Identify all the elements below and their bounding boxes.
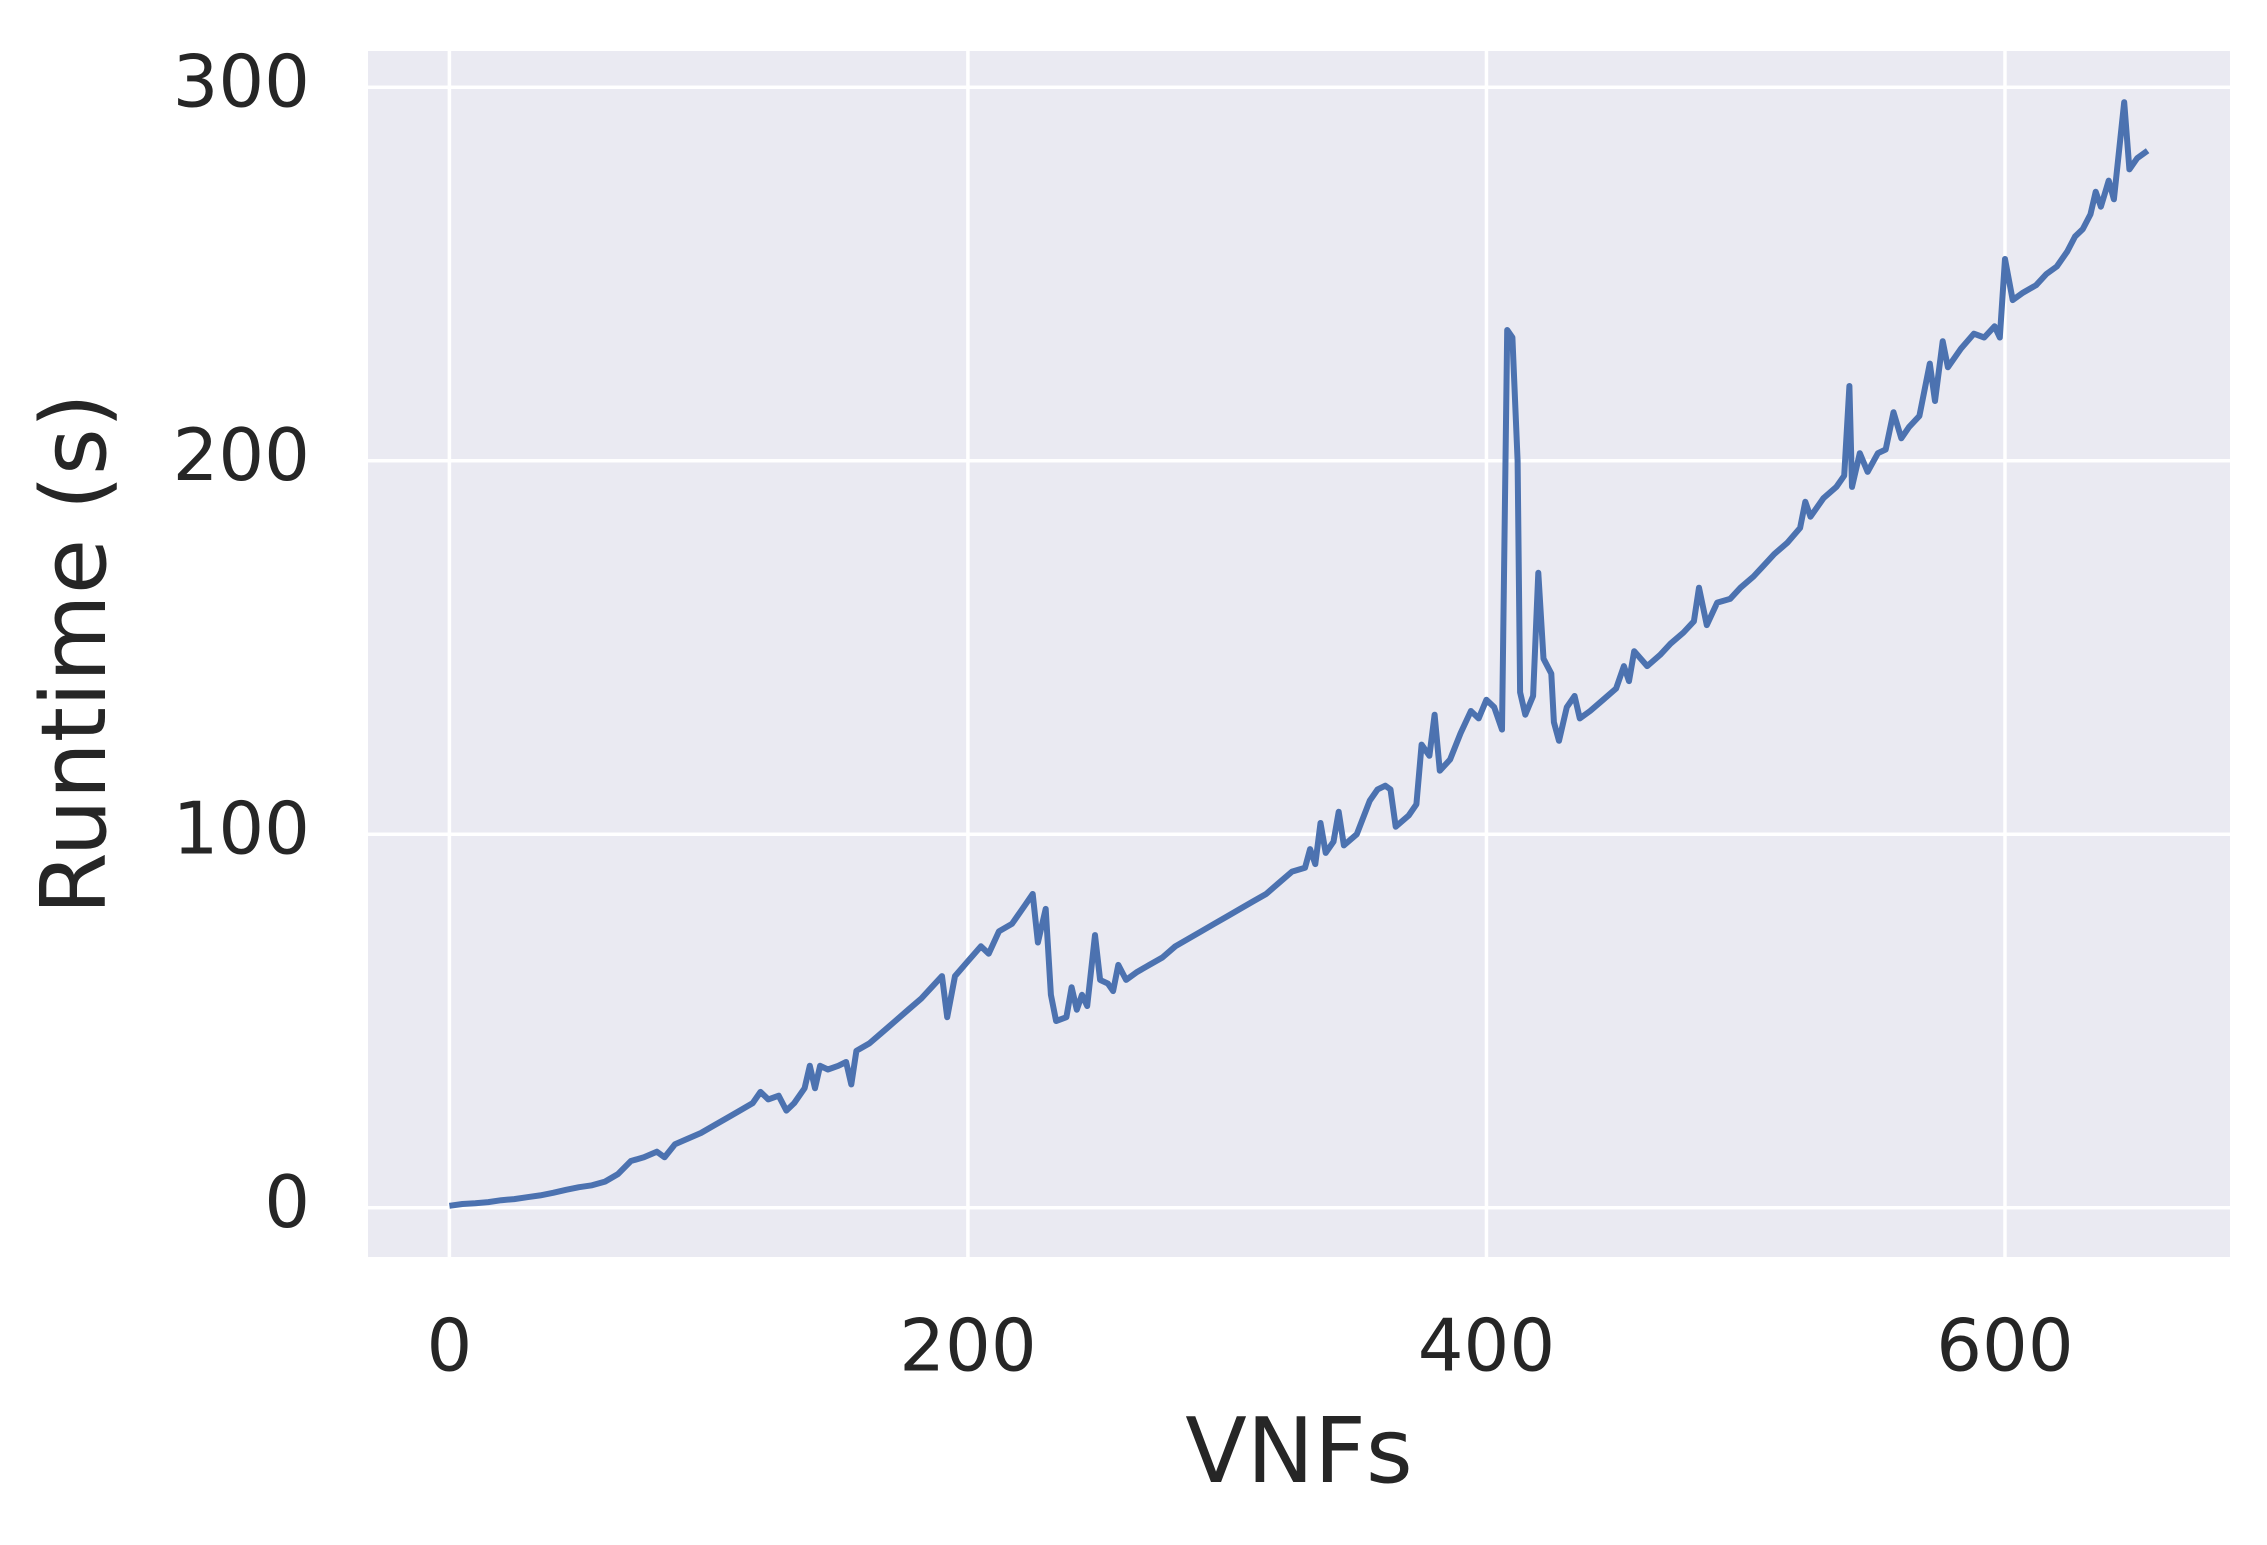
y-tick-label: 300	[173, 40, 310, 124]
x-tick-label: 600	[1936, 1304, 2073, 1388]
y-tick-label: 0	[264, 1160, 310, 1244]
y-tick-label: 100	[173, 787, 310, 871]
x-axis-label: VNFs	[1185, 1399, 1413, 1504]
line	[448, 99, 2150, 1209]
x-tick-label: 0	[427, 1304, 473, 1388]
x-tick-label: 400	[1418, 1304, 1555, 1388]
plot-area	[368, 51, 2230, 1257]
x-tick-label: 200	[899, 1304, 1036, 1388]
y-tick-label: 200	[173, 413, 310, 497]
y-axis-label: Runtime (s)	[22, 393, 127, 915]
